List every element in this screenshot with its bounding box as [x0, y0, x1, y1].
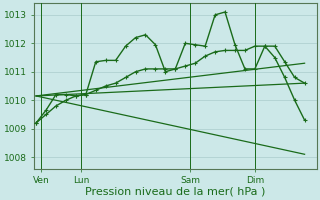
- X-axis label: Pression niveau de la mer( hPa ): Pression niveau de la mer( hPa ): [85, 187, 266, 197]
